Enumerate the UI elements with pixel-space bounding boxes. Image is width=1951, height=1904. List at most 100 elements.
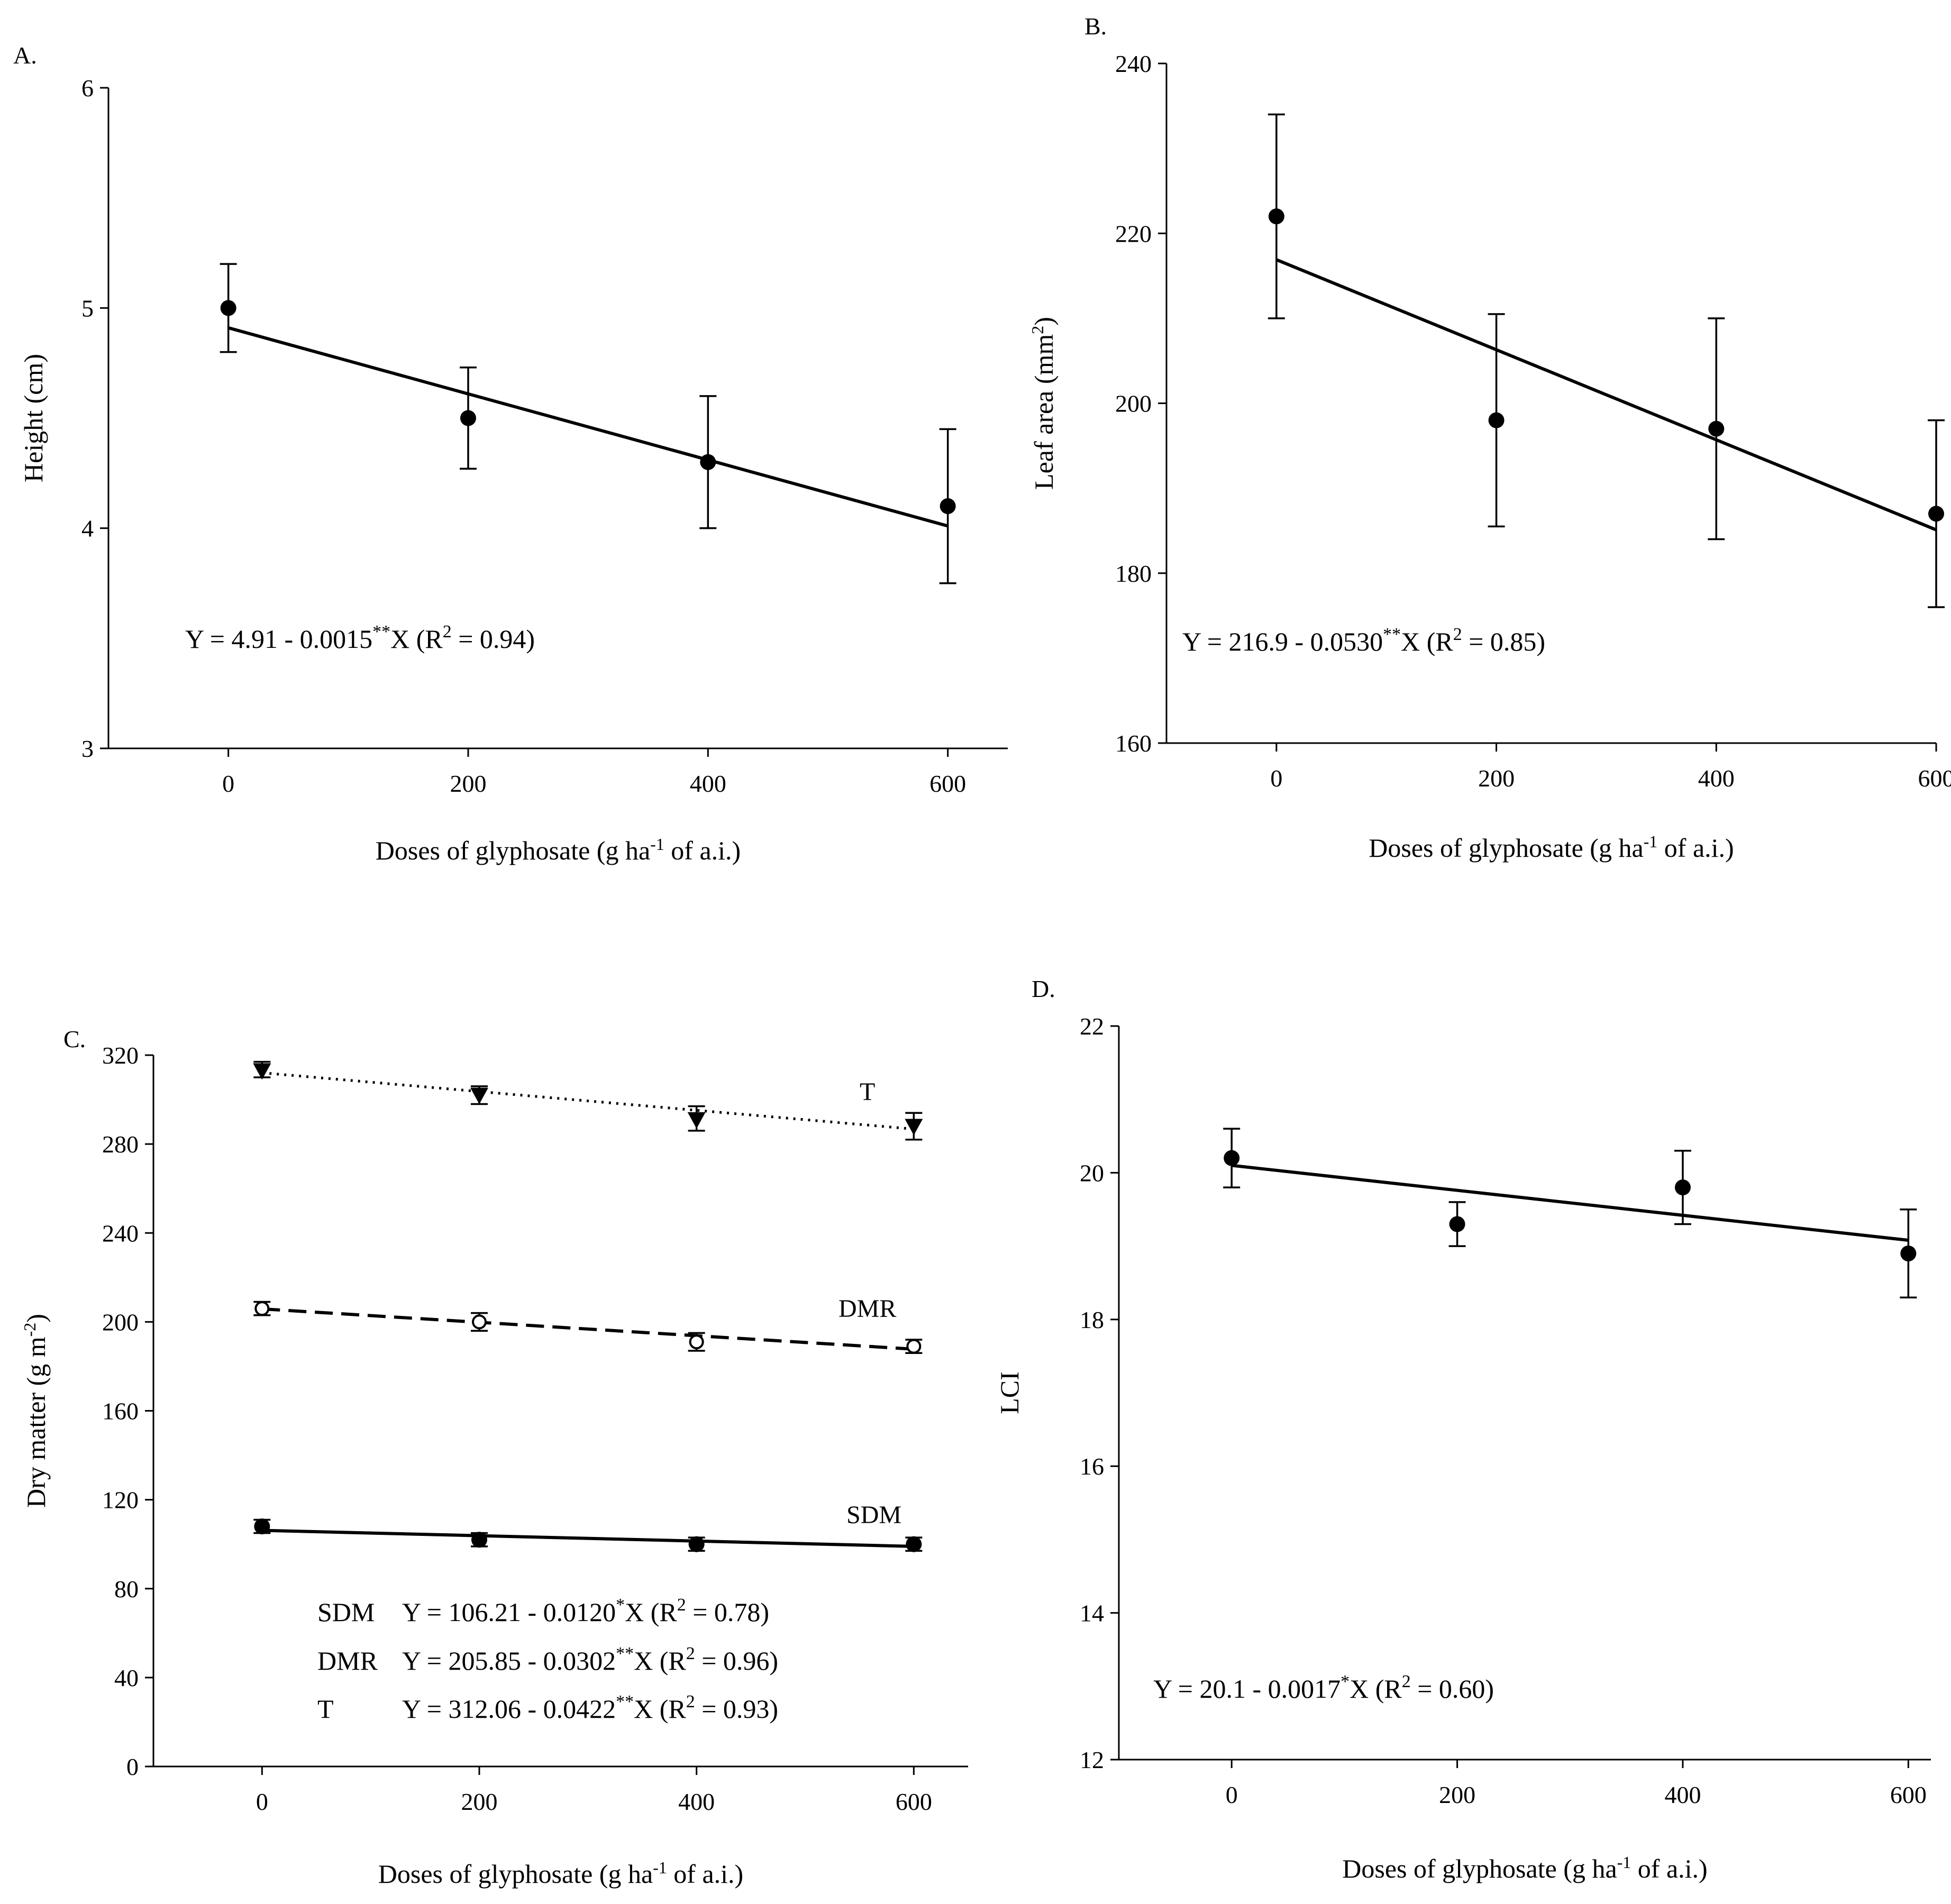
data-point-circle [460,410,476,426]
equation-main: Y = 4.91 - 0.0015 [185,624,372,654]
x-axis-title-tail: of a.i.) [667,1859,743,1889]
x-tick-label: 600 [1890,1781,1927,1808]
y-tick-label: 280 [102,1131,139,1158]
data-point-open-circle [906,1339,922,1354]
x-axis-title-main: Doses of glyphosate (g ha [1369,833,1643,863]
equation-main: Y = 312.06 - 0.0422 [402,1694,616,1724]
x-axis-title-sup: -1 [1617,1853,1631,1872]
y-tick-label: 20 [1080,1159,1104,1186]
x-tick-label: 600 [1918,765,1951,792]
x-axis-title-main: Doses of glyphosate (g ha [1342,1854,1617,1883]
data-point-circle [1449,1216,1465,1232]
x-tick-label: 600 [896,1788,932,1815]
equation-r2-value: = 0.60) [1411,1674,1494,1704]
x-tick-label: 200 [450,770,487,797]
data-point-circle [1928,506,1944,522]
equation-r2-sup: 2 [686,1692,695,1711]
data-point-circle [1674,1179,1691,1196]
y-tick-label: 6 [81,75,94,102]
equation-x-term: X (R [634,1646,686,1676]
y-tick-label: 40 [114,1664,139,1691]
y-tick-label: 14 [1080,1600,1104,1627]
data-point-triangle [905,1119,923,1136]
equation-main: Y = 205.85 - 0.0302 [402,1646,616,1676]
x-tick-label: 400 [1698,765,1735,792]
panel-label: B. [1084,13,1107,40]
y-tick-label: 220 [1115,220,1152,247]
x-axis-title: Doses of glyphosate (g ha-1 of a.i.) [376,835,741,865]
x-tick-label: 200 [1478,765,1515,792]
equation-x-term: X (R [1350,1674,1402,1704]
regression-line [262,1528,914,1548]
equation-x-term: X (R [625,1597,677,1627]
x-axis-title-sup: -1 [653,1858,667,1877]
data-point-circle [906,1536,922,1552]
data-point-open-circle [689,1334,704,1350]
y-tick-label: 200 [102,1308,139,1335]
regression-equation: Y = 205.85 - 0.0302**X (R2 = 0.96) [402,1644,778,1676]
data-point-triangle [470,1087,488,1104]
data-point-circle [700,454,716,470]
equation-significance: ** [616,1644,634,1663]
y-tick-label: 3 [81,735,94,762]
x-tick-label: 400 [678,1788,715,1815]
series-group [1268,113,1945,608]
data-point-triangle [687,1112,706,1129]
data-point-circle [220,300,236,316]
series-group [253,1518,923,1552]
equation-label: T [317,1694,334,1724]
x-axis-title-main: Doses of glyphosate (g ha [378,1859,653,1889]
y-tick-label: 22 [1080,1013,1104,1040]
regression-equation: Y = 106.21 - 0.0120*X (R2 = 0.78) [402,1595,769,1627]
x-tick-label: 0 [1226,1781,1238,1808]
equation-significance: * [616,1595,625,1615]
data-point-circle [1708,420,1725,437]
data-point-circle [1900,1245,1917,1261]
y-axis-title-tail: ) [1029,317,1059,326]
y-axis-title-tail: ) [21,1314,51,1323]
x-axis-title-sup: -1 [650,835,664,854]
equation-r2-value: = 0.96) [695,1646,778,1676]
y-tick-label: 160 [1115,730,1152,757]
y-tick-label: 240 [1115,50,1152,77]
equation-significance: ** [372,622,390,642]
regression-line [227,326,949,528]
regression-equation: Y = 312.06 - 0.0422**X (R2 = 0.93) [402,1692,778,1724]
x-tick-label: 400 [1664,1781,1701,1808]
x-tick-label: 200 [461,1788,498,1815]
regression-equation: Y = 20.1 - 0.0017*X (R2 = 0.60) [1153,1672,1494,1704]
data-point-open-circle [472,1314,487,1330]
y-axis-title: Height (cm) [19,354,48,482]
y-tick-label: 240 [102,1220,139,1247]
series-group [220,263,956,584]
equation-significance: ** [1383,625,1401,644]
y-tick-label: 200 [1115,390,1152,417]
y-axis-title-sup: 2 [1028,326,1047,334]
equation-label: DMR [317,1646,378,1676]
data-point-circle [254,1518,270,1535]
y-axis-title: Leaf area (mm2) [1028,317,1059,490]
panel-c-dry-matter: C. 0 40 80 120 160 200 240 280 320 0 200 400 600 Doses… [20,1026,968,1889]
data-point-circle [940,498,956,515]
y-axis-title: Dry matter (g m-2) [20,1314,51,1508]
x-axis-title-tail: of a.i.) [664,836,741,865]
regression-equation: Y = 4.91 - 0.0015**X (R2 = 0.94) [185,622,535,654]
regression-equation: Y = 216.9 - 0.0530**X (R2 = 0.85) [1182,625,1545,656]
x-axis-title: Doses of glyphosate (g ha-1 of a.i.) [1342,1853,1707,1883]
y-tick-label: 180 [1115,560,1152,587]
panel-label: C. [63,1026,86,1052]
equation-r2-sup: 2 [686,1644,695,1663]
y-tick-label: 320 [102,1042,139,1069]
regression-line [1275,258,1937,532]
x-tick-label: 0 [256,1788,268,1815]
y-axis-title-sup: -2 [20,1323,39,1337]
y-tick-label: 5 [81,295,94,322]
equation-label: SDM [317,1597,375,1627]
y-axis-title-main: Leaf area (mm [1029,334,1059,490]
equation-r2-sup: 2 [1402,1672,1411,1691]
panel-a-height: A. 3 4 5 6 0 200 400 600 Doses of glyphosate (g h… [13,42,1008,865]
panel-label: D. [1032,975,1055,1002]
data-point-triangle [253,1063,271,1080]
series-name-label: T [860,1078,875,1106]
equation-r2-value: = 0.78) [686,1597,769,1627]
